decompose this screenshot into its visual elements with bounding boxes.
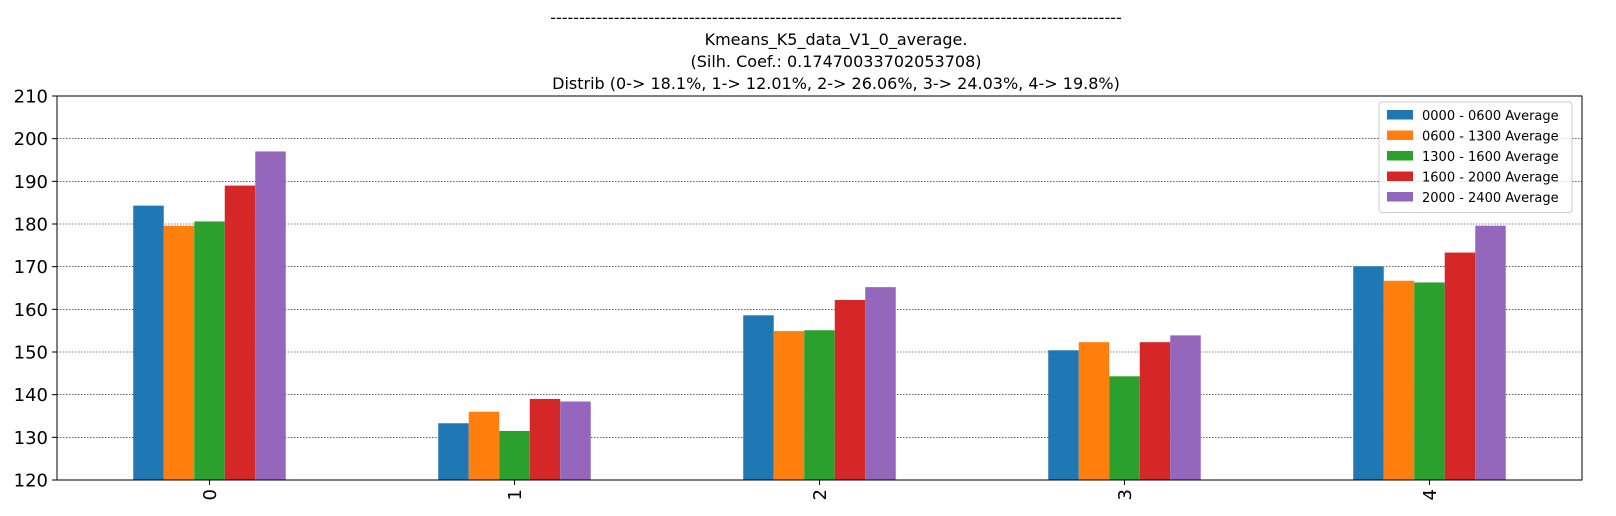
bar-cat1-series1 <box>468 411 500 480</box>
bar-cat2-series0 <box>743 315 774 480</box>
legend-box <box>1378 101 1573 213</box>
legend: 0000 - 0600 Average 0600 - 1300 Average 13… <box>1378 101 1573 213</box>
bar-cat4-series0 <box>1353 266 1384 480</box>
legend-swatch-1 <box>1387 130 1413 140</box>
legend-swatch-3 <box>1387 171 1413 181</box>
legend-swatch-2 <box>1387 151 1413 161</box>
bar-cat0-series2 <box>194 221 225 480</box>
bar-cat1-series4 <box>560 401 591 480</box>
bar-cat4-series4 <box>1475 225 1506 480</box>
bar-cat1-series2 <box>499 430 530 480</box>
y-tick-label-0: 120 <box>14 471 48 492</box>
bar-cat4-series2 <box>1414 282 1445 480</box>
y-tick-label-3: 150 <box>14 343 48 364</box>
bar-cat2-series1 <box>773 331 805 480</box>
chart-title: ----------------------------------------… <box>550 8 1122 93</box>
title-line-2: (Silh. Coef.: 0.17470033702053708) <box>691 52 982 71</box>
y-tick-label-2: 140 <box>14 385 48 406</box>
legend-swatch-4 <box>1387 192 1413 202</box>
legend-label-3: 1600 - 2000 Average <box>1422 171 1559 186</box>
bar-cat0-series0 <box>133 205 164 481</box>
bar-cat4-series1 <box>1383 280 1415 480</box>
bar-cat3-series1 <box>1078 342 1110 480</box>
y-tick-label-6: 180 <box>14 215 48 236</box>
bar-cat2-series2 <box>804 330 835 480</box>
x-axis: 0 1 2 3 4 <box>200 480 1441 500</box>
bar-cat3-series0 <box>1048 350 1079 480</box>
bar-cat3-series3 <box>1139 342 1171 480</box>
x-tick-label-0: 0 <box>200 489 221 500</box>
title-line-3: Distrib (0-> 18.1%, 1-> 12.01%, 2-> 26.0… <box>552 74 1120 93</box>
y-tick-label-9: 210 <box>14 87 48 108</box>
legend-label-0: 0000 - 0600 Average <box>1422 109 1559 124</box>
y-tick-label-7: 190 <box>14 172 48 193</box>
title-line-1: Kmeans_K5_data_V1_0_average. <box>705 30 968 50</box>
y-tick-label-1: 130 <box>14 428 48 449</box>
x-tick-label-1: 1 <box>505 489 526 500</box>
bar-cat3-series4 <box>1170 335 1201 480</box>
y-axis: 120 130 140 150 160 170 180 190 200 210 <box>14 87 57 492</box>
x-tick-label-3: 3 <box>1115 489 1136 500</box>
bar-cat0-series1 <box>163 225 195 480</box>
y-tick-label-4: 160 <box>14 300 48 321</box>
x-tick-label-4: 4 <box>1420 489 1441 500</box>
x-tick-label-2: 2 <box>810 489 831 500</box>
bar-cat0-series4 <box>255 151 286 480</box>
y-tick-label-5: 170 <box>14 257 48 278</box>
bar-cat1-series3 <box>529 398 561 480</box>
legend-label-4: 2000 - 2400 Average <box>1422 191 1559 206</box>
title-line-0: ----------------------------------------… <box>550 8 1122 27</box>
legend-label-1: 0600 - 1300 Average <box>1422 130 1559 145</box>
legend-label-2: 1300 - 1600 Average <box>1422 150 1559 165</box>
bar-cat0-series3 <box>224 185 256 480</box>
bar-cat3-series2 <box>1109 376 1140 480</box>
bar-cat2-series3 <box>834 299 866 480</box>
bar-cat1-series0 <box>438 423 469 480</box>
y-tick-label-8: 200 <box>14 129 48 150</box>
legend-swatch-0 <box>1387 110 1413 120</box>
bar-cat4-series3 <box>1444 252 1476 480</box>
bars <box>133 151 1506 481</box>
bar-cat2-series4 <box>865 287 896 480</box>
